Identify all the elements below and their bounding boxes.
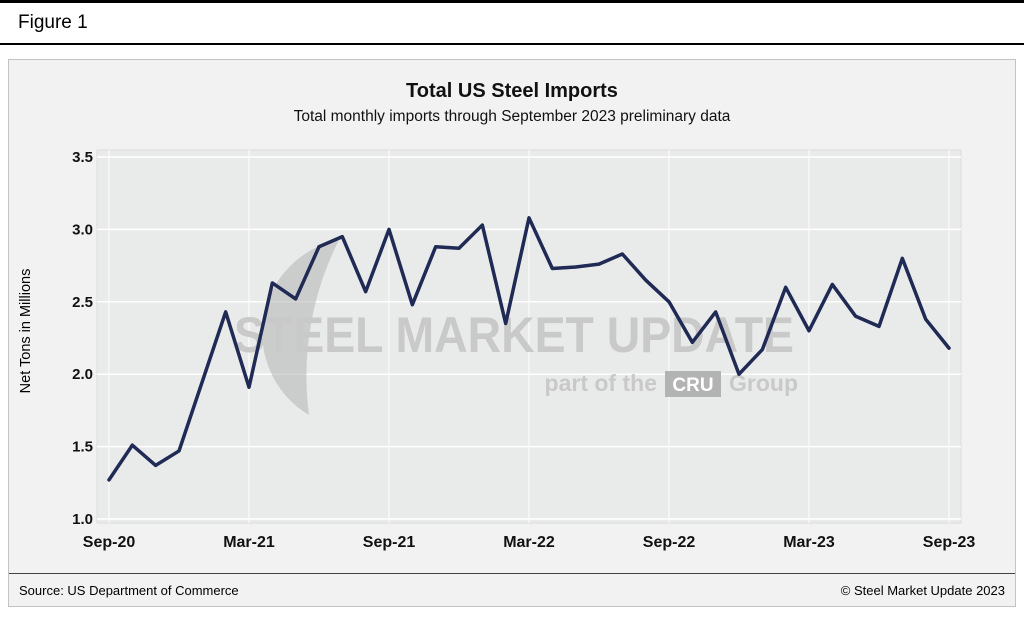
figure-header: Figure 1 — [0, 3, 1024, 45]
cru-badge — [665, 371, 721, 397]
watermark-cru: CRU — [672, 375, 713, 396]
x-tick-label: Mar-22 — [503, 534, 555, 551]
x-tick-label: Sep-20 — [83, 534, 136, 551]
y-tick-label: 3.0 — [72, 221, 93, 238]
watermark-swoosh-icon — [262, 240, 339, 415]
x-tick-label: Sep-22 — [643, 534, 696, 551]
top-divider — [0, 0, 1024, 3]
watermark-text: STEEL MARKET UPDATE — [234, 307, 794, 363]
x-tick-label: Sep-23 — [923, 534, 976, 551]
x-tick-label: Mar-23 — [783, 534, 835, 551]
x-tick-label: Sep-21 — [363, 534, 416, 551]
y-tick-label: 2.5 — [72, 294, 93, 311]
chart-panel: Total US Steel Imports Total monthly imp… — [8, 59, 1016, 607]
chart-title: Total US Steel Imports — [406, 80, 618, 102]
y-tick-label: 1.5 — [72, 439, 93, 456]
x-tick-label: Mar-21 — [223, 534, 275, 551]
figure-label: Figure 1 — [18, 12, 88, 33]
source-text: Source: US Department of Commerce — [19, 582, 239, 598]
y-axis-label: Net Tons in Millions — [18, 268, 34, 394]
y-tick-label: 1.0 — [72, 511, 93, 528]
chart-subtitle: Total monthly imports through September … — [293, 108, 731, 125]
data-line — [107, 216, 951, 482]
watermark-part-of: part of the — [545, 370, 657, 396]
y-tick-label: 2.0 — [72, 366, 93, 383]
chart-footer: Source: US Department of Commerce © Stee… — [9, 573, 1015, 606]
copyright-text: © Steel Market Update 2023 — [840, 582, 1005, 598]
y-tick-label: 3.5 — [72, 149, 93, 166]
